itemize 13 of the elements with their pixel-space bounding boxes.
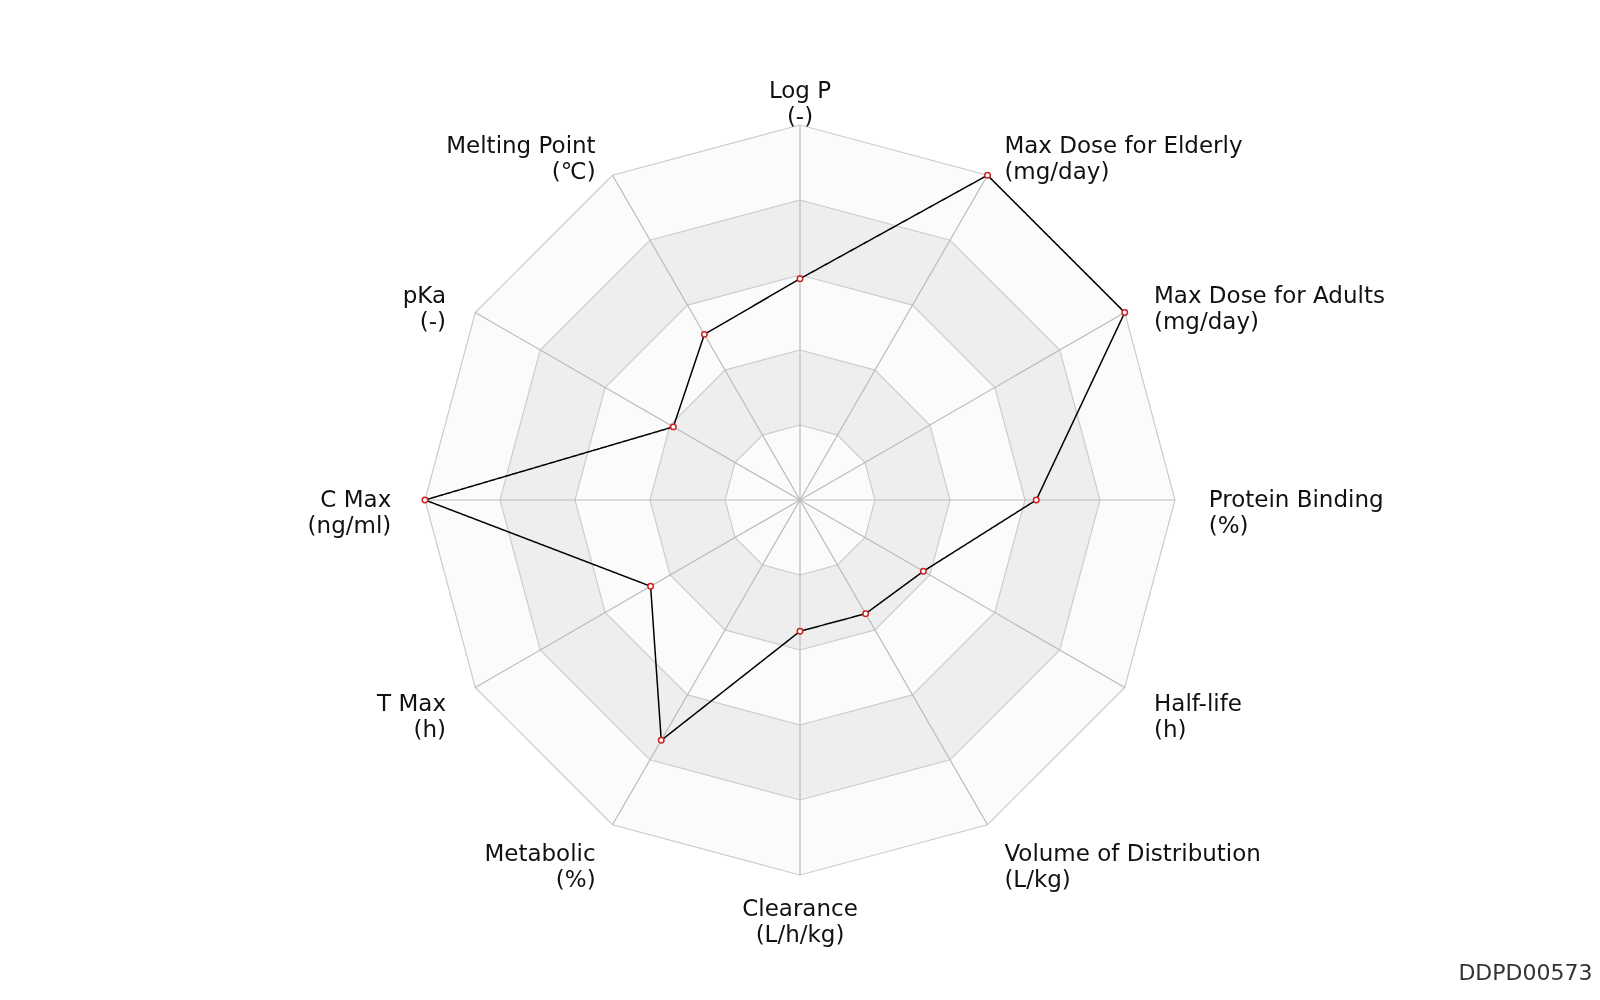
spoke-label: Volume of Distribution (L/kg)	[1004, 839, 1261, 892]
spoke-label: Max Dose for Adults (mg/day)	[1153, 281, 1385, 334]
text: DDPD00573	[1458, 960, 1593, 985]
spoke-label: Half-life (h)	[1153, 690, 1242, 743]
spoke-label: Max Dose for Elderly (mg/day)	[1004, 132, 1243, 185]
spoke-label: Clearance (L/h/kg)	[742, 894, 858, 947]
spoke-label: Log P (-)	[768, 77, 832, 130]
spoke-label: C Max (ng/ml)	[307, 486, 392, 538]
spoke-label: pKa (-)	[402, 281, 447, 334]
spoke-label: Protein Binding (%)	[1208, 486, 1384, 538]
spoke-label: Melting Point (℃)	[446, 132, 596, 185]
spoke-label: Metabolic (%)	[484, 839, 596, 892]
spoke-label: T Max (h)	[376, 690, 447, 743]
